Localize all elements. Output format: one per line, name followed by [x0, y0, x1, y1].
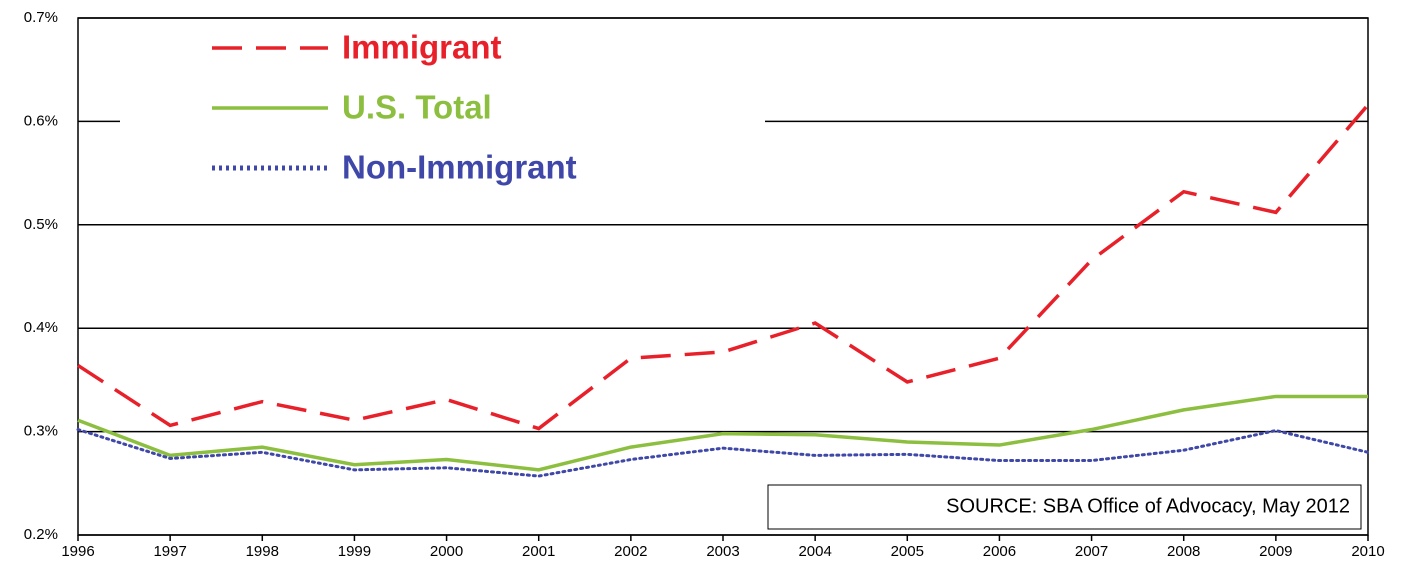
x-tick-label: 2010 — [1351, 543, 1384, 560]
y-tick-label: 0.6% — [24, 112, 58, 129]
x-tick-label: 2000 — [430, 543, 463, 560]
legend-label: Immigrant — [342, 29, 502, 66]
series-line — [76, 428, 1370, 478]
x-tick-label: 2006 — [983, 543, 1016, 560]
x-tick-label: 1998 — [246, 543, 279, 560]
y-tick-label: 0.3% — [24, 423, 58, 440]
plot-frame — [77, 17, 1369, 536]
y-tick-label: 0.7% — [24, 9, 58, 26]
annotation-box — [767, 484, 1362, 530]
x-tick-label: 2002 — [614, 543, 647, 560]
y-tick-label: 0.5% — [24, 216, 58, 233]
x-tick-label: 2008 — [1167, 543, 1200, 560]
x-tick-label: 1999 — [338, 543, 371, 560]
x-tick-label: 2007 — [1075, 543, 1108, 560]
x-tick-label: 1997 — [153, 543, 186, 560]
x-tick-label: 2009 — [1259, 543, 1292, 560]
legend-label: U.S. Total — [342, 89, 492, 126]
y-tick-label: 0.4% — [24, 319, 58, 336]
x-tick-label: 2001 — [522, 543, 555, 560]
x-tick-label: 2004 — [798, 543, 831, 560]
x-tick-label: 1996 — [61, 543, 94, 560]
x-tick-label: 2005 — [891, 543, 924, 560]
annotation: SOURCE: SBA Office of Advocacy, May 2012 — [946, 495, 1350, 517]
x-tick-label: 2003 — [706, 543, 739, 560]
series-line — [77, 103, 1370, 431]
y-tick-label: 0.2% — [24, 526, 58, 543]
legend-label: Non-Immigrant — [342, 149, 577, 186]
series-line — [77, 394, 1368, 472]
